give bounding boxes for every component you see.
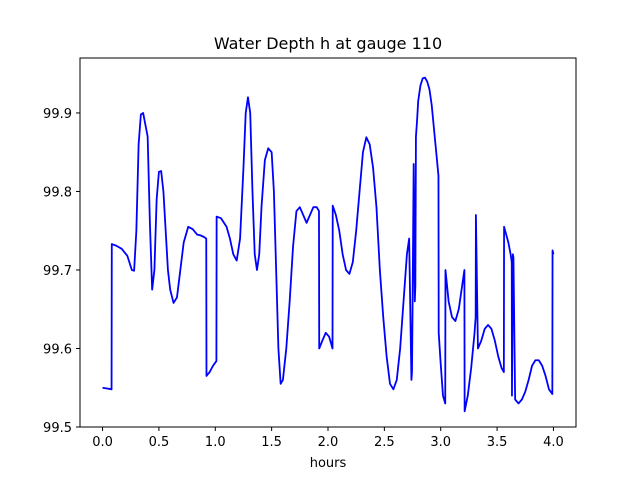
x-axis: 0.0 0.5 1.0 1.5 2.0 2.5 3.0 3.5 4.0 xyxy=(92,427,564,450)
series-line xyxy=(102,76,555,413)
x-tick-label: 2.0 xyxy=(318,435,339,450)
y-axis: 99.5 99.6 99.7 99.8 99.9 xyxy=(43,107,80,436)
x-tick-label: 2.5 xyxy=(374,435,395,450)
x-tick-label: 3.5 xyxy=(487,435,508,450)
y-tick-label: 99.5 xyxy=(43,421,72,436)
x-tick-label: 1.5 xyxy=(261,435,282,450)
x-tick-label: 0.0 xyxy=(92,435,113,450)
x-tick-label: 0.5 xyxy=(149,435,170,450)
chart-title: Water Depth h at gauge 110 xyxy=(214,34,442,53)
y-tick-label: 99.6 xyxy=(43,342,72,357)
y-tick-label: 99.7 xyxy=(43,264,72,279)
x-tick-label: 1.0 xyxy=(205,435,226,450)
x-axis-label: hours xyxy=(310,456,347,471)
x-tick-label: 3.0 xyxy=(430,435,451,450)
x-tick-label: 4.0 xyxy=(543,435,564,450)
y-tick-label: 99.9 xyxy=(43,107,72,122)
y-tick-label: 99.8 xyxy=(43,185,72,200)
